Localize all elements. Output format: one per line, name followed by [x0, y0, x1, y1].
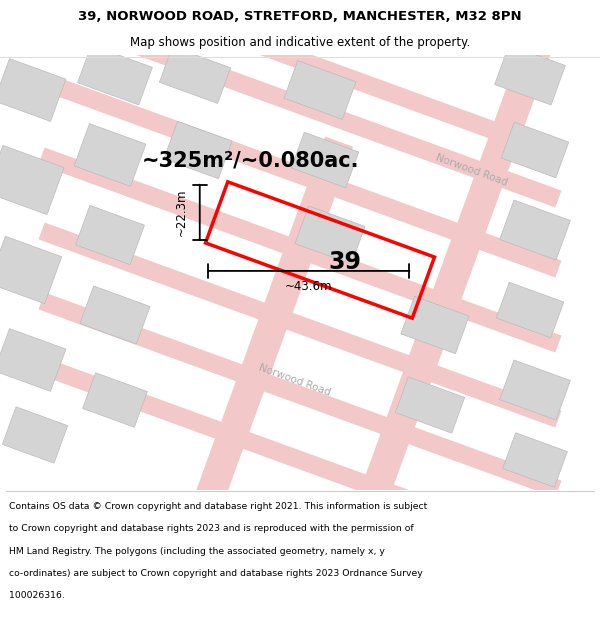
Polygon shape: [38, 292, 562, 498]
Polygon shape: [0, 236, 62, 304]
Polygon shape: [77, 45, 152, 105]
Text: ~325m²/~0.080ac.: ~325m²/~0.080ac.: [141, 150, 359, 170]
Text: ~22.3m: ~22.3m: [175, 189, 188, 236]
Polygon shape: [501, 122, 569, 177]
Polygon shape: [2, 407, 68, 463]
Polygon shape: [395, 377, 464, 433]
Polygon shape: [291, 132, 359, 188]
Text: Norwood Road: Norwood Road: [258, 362, 332, 398]
Polygon shape: [496, 282, 564, 338]
Text: 39: 39: [329, 250, 361, 274]
Polygon shape: [0, 59, 66, 121]
Polygon shape: [83, 372, 148, 428]
Polygon shape: [76, 206, 145, 264]
Polygon shape: [80, 286, 150, 344]
Polygon shape: [74, 124, 146, 186]
Polygon shape: [347, 9, 563, 536]
Polygon shape: [38, 0, 562, 162]
Polygon shape: [38, 2, 562, 208]
Text: Norwood Road: Norwood Road: [435, 152, 509, 188]
Polygon shape: [500, 360, 571, 420]
Polygon shape: [503, 432, 568, 488]
Polygon shape: [0, 146, 64, 214]
Text: Contains OS data © Crown copyright and database right 2021. This information is : Contains OS data © Crown copyright and d…: [9, 502, 427, 511]
Text: 100026316.: 100026316.: [9, 591, 65, 600]
Polygon shape: [137, 136, 353, 625]
Polygon shape: [295, 206, 365, 264]
Polygon shape: [38, 357, 562, 562]
Text: HM Land Registry. The polygons (including the associated geometry, namely x, y: HM Land Registry. The polygons (includin…: [9, 547, 385, 556]
Text: Map shows position and indicative extent of the property.: Map shows position and indicative extent…: [130, 36, 470, 49]
Polygon shape: [401, 296, 469, 354]
Polygon shape: [160, 46, 230, 104]
Polygon shape: [38, 222, 562, 428]
Text: co-ordinates) are subject to Crown copyright and database rights 2023 Ordnance S: co-ordinates) are subject to Crown copyr…: [9, 569, 423, 578]
Polygon shape: [38, 72, 562, 278]
Text: ~43.6m: ~43.6m: [285, 281, 332, 293]
Polygon shape: [38, 148, 562, 352]
Polygon shape: [284, 61, 356, 119]
Text: to Crown copyright and database rights 2023 and is reproduced with the permissio: to Crown copyright and database rights 2…: [9, 524, 413, 533]
Polygon shape: [164, 121, 232, 179]
Text: 39, NORWOOD ROAD, STRETFORD, MANCHESTER, M32 8PN: 39, NORWOOD ROAD, STRETFORD, MANCHESTER,…: [78, 10, 522, 23]
Polygon shape: [0, 329, 66, 391]
Polygon shape: [500, 200, 571, 260]
Polygon shape: [494, 45, 565, 105]
